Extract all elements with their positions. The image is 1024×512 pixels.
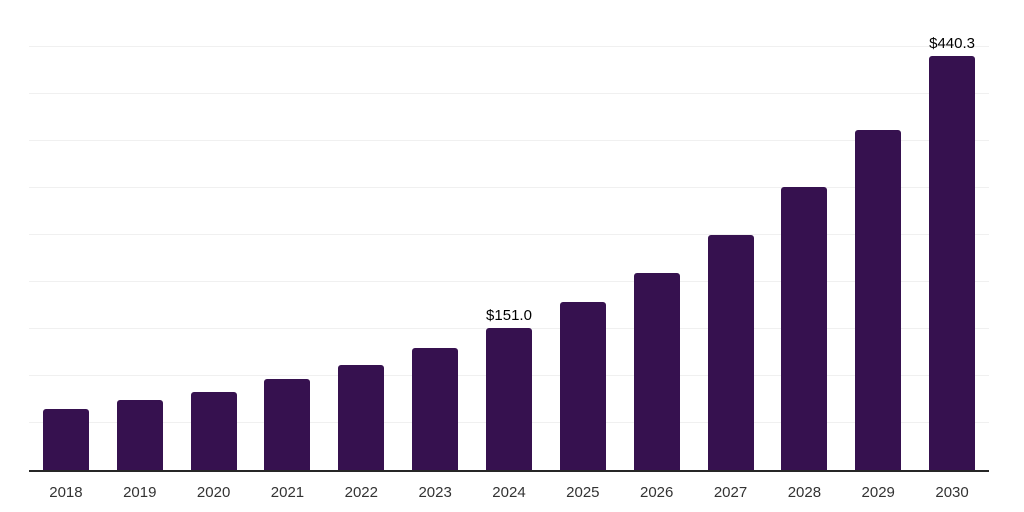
value-label-2024: $151.0 [486,307,532,325]
gridline-250 [29,234,989,235]
x-tick-label-2021: 2021 [270,484,305,501]
value-label-2030: $440.3 [929,35,975,53]
bar-2030 [929,56,976,470]
plot-area: $151.0 $440.3 [29,0,989,470]
gridline-200 [29,281,989,282]
x-tick-label-2018: 2018 [49,484,83,501]
bar-2021 [264,379,311,470]
x-tick-label-2028: 2028 [787,484,822,501]
bar-2020 [190,392,237,470]
x-axis-tick-labels: 2018 2019 2020 2021 2022 2023 2024 2025 2026 2027… [29,484,989,504]
x-tick-label-2024: 2024 [492,484,526,501]
x-tick-label-2027: 2027 [713,484,748,501]
bar-2024 [486,328,532,470]
bar-2028 [781,187,828,470]
gridline-450 [29,46,989,47]
bar-2026 [633,272,680,470]
bar-2019 [116,399,163,470]
x-tick-label-2019: 2019 [123,484,157,501]
x-tick-label-2029: 2029 [861,484,895,501]
bar-2022 [338,364,385,470]
bar-2023 [412,347,459,470]
bar-2029 [855,129,902,470]
x-tick-label-2025: 2025 [566,484,600,501]
bar-2027 [707,235,754,470]
bar-2018 [42,408,89,470]
x-tick-label-2023: 2023 [418,484,452,501]
x-axis-line [29,470,989,472]
gridline-400 [29,93,989,94]
gridline-300 [29,187,989,188]
x-tick-label-2022: 2022 [344,484,378,501]
x-tick-label-2026: 2026 [640,484,674,501]
gridline-350 [29,140,989,141]
x-tick-label-2030: 2030 [935,484,969,501]
x-tick-label-2020: 2020 [196,484,231,501]
bar-2025 [559,302,606,470]
